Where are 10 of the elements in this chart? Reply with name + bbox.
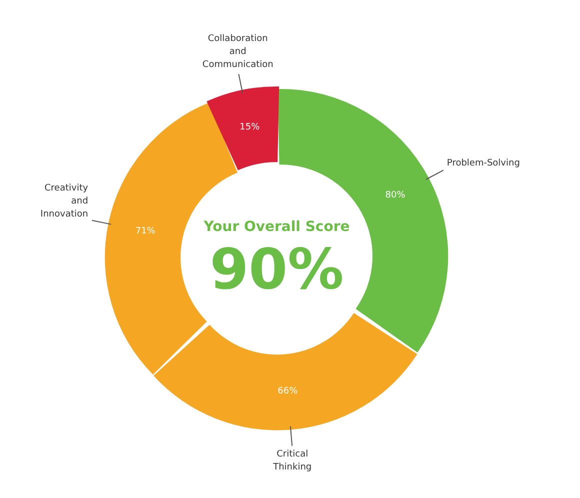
text: 90% (210, 238, 344, 303)
data-label: 80% (385, 190, 406, 201)
data-label: 71% (135, 226, 156, 236)
slice-label: Critical Thinking (272, 450, 312, 473)
slice-label: Collaboration and Communication (202, 34, 274, 70)
slice-label: Problem-Solving (446, 158, 520, 168)
slice-label: Creativity and Innovation (40, 184, 89, 220)
text: Your Overall Score (202, 218, 350, 235)
data-label: 15% (240, 122, 260, 132)
data-label: 66% (278, 386, 298, 397)
